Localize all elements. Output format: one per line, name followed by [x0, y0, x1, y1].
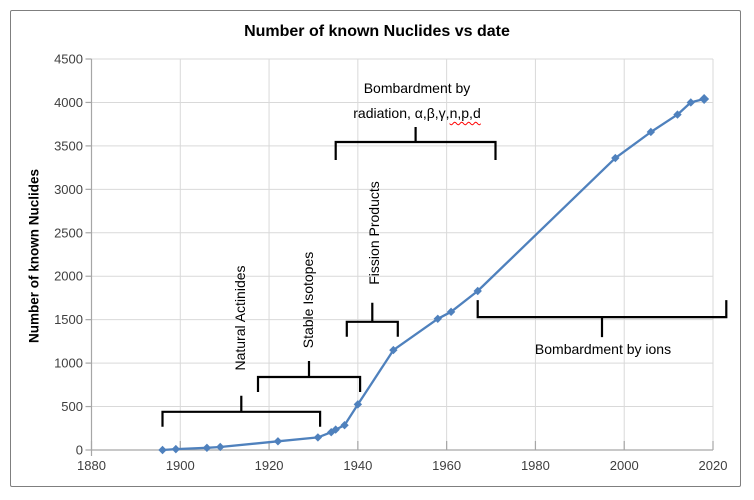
data-point-marker	[389, 345, 398, 355]
y-axis-title: Number of known Nuclides	[26, 168, 42, 344]
chart-title: Number of known Nuclides vs date	[244, 23, 510, 40]
brace-stable-isotopes	[256, 361, 362, 392]
y-tick-label: 0	[76, 443, 83, 458]
data-point-marker	[673, 110, 682, 119]
data-point-marker	[158, 445, 167, 455]
annotation-radiation-spellcheck-text: n,p,d	[449, 105, 481, 121]
data-point-marker	[433, 314, 442, 323]
y-tick-label: 1500	[54, 312, 83, 327]
y-tick-label: 2000	[54, 269, 83, 284]
data-point-marker	[699, 93, 710, 104]
brace-bombardment-radiation	[334, 127, 497, 160]
annotation-radiation-line1: Bombardment by	[363, 80, 471, 96]
x-tick-label: 1900	[166, 458, 195, 473]
annotation-bombardment-radiation: Bombardment by radiation, α,β,γ,n,p,d	[353, 76, 480, 126]
y-tick-label: 3000	[54, 182, 83, 197]
data-point-marker	[340, 421, 349, 430]
x-tick-label: 1980	[521, 458, 550, 473]
brace-natural-actinides	[161, 395, 322, 427]
brace-fission-products	[345, 302, 399, 337]
data-point-marker	[331, 425, 340, 434]
data-point-marker	[171, 444, 181, 454]
y-tick-label: 3500	[54, 138, 83, 153]
chart-border	[10, 10, 741, 487]
x-tick-label: 2020	[699, 458, 728, 473]
annotation-natural-actinides: Natural Actinides	[232, 265, 248, 371]
annotation-bombardment-ions: Bombardment by ions	[534, 341, 672, 357]
y-tick-label: 1000	[54, 356, 83, 371]
y-tick-label: 2500	[54, 225, 83, 240]
series-group	[158, 93, 710, 455]
x-tick-label: 2000	[610, 458, 639, 473]
x-tick-label: 1960	[432, 458, 461, 473]
axes-group	[85, 58, 714, 456]
data-point-marker	[686, 98, 696, 107]
x-tick-label: 1940	[343, 458, 372, 473]
data-point-marker	[646, 127, 656, 137]
data-point-marker	[202, 443, 212, 453]
annotation-fission-products: Fission Products	[366, 181, 382, 285]
braces-group	[161, 127, 728, 427]
x-tick-label: 1920	[255, 458, 284, 473]
data-point-marker	[473, 286, 482, 296]
data-point-marker	[216, 442, 225, 452]
brace-bombardment-ions	[476, 300, 728, 338]
annotation-radiation-line2-prefix: radiation, α,β,γ,	[353, 105, 450, 121]
annotation-stable-isotopes: Stable Isotopes	[300, 251, 316, 349]
data-point-marker	[313, 433, 323, 442]
data-point-marker	[273, 437, 283, 446]
data-point-marker	[353, 400, 363, 409]
annotation-radiation-line2: radiation, α,β,γ,n,p,d	[353, 101, 480, 126]
y-tick-label: 4500	[54, 52, 83, 67]
y-tick-label: 4000	[54, 95, 83, 110]
y-tick-label: 500	[61, 399, 83, 414]
data-point-marker	[446, 307, 456, 317]
data-point-marker	[611, 153, 620, 163]
tick-labels-group: 0 500 1000 1500 2000 2500 3000 3500 4000 4500 1880…	[54, 52, 727, 474]
x-tick-label: 1880	[77, 458, 106, 473]
